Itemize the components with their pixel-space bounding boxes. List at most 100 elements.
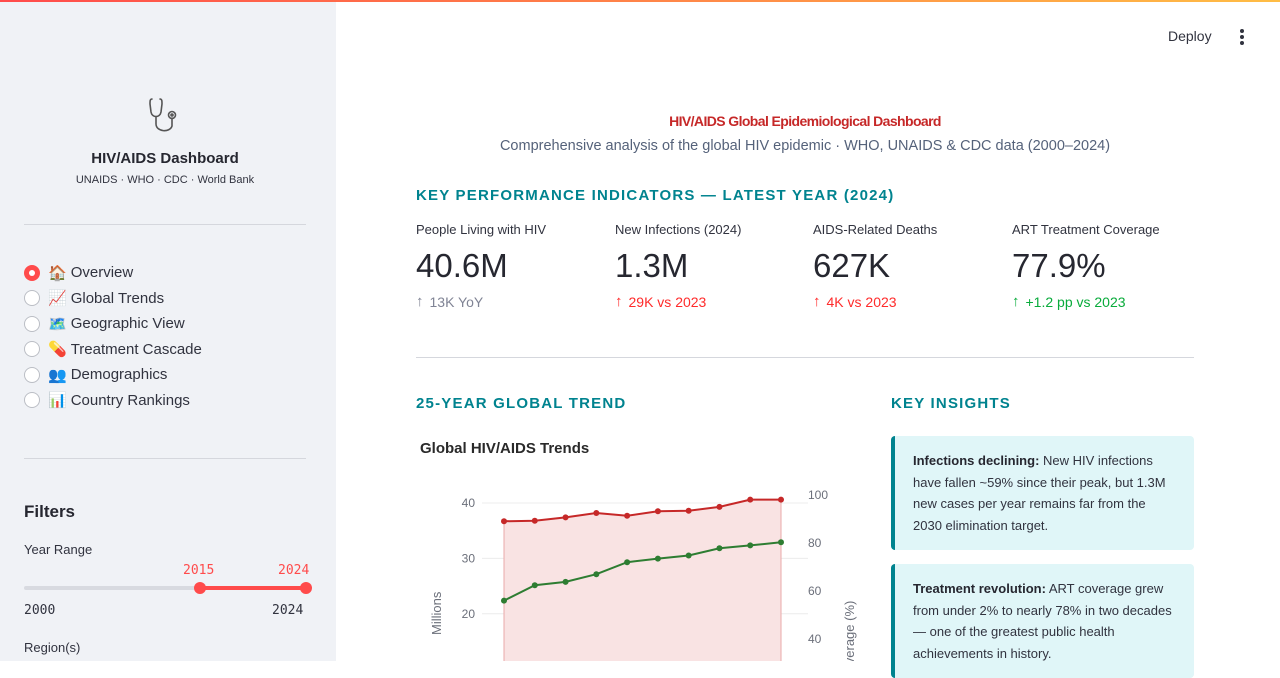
top-accent-bar	[0, 0, 1280, 2]
nav-item-label: Global Trends	[70, 289, 165, 307]
radio-icon[interactable]	[24, 315, 40, 332]
data-point	[624, 512, 631, 519]
insight-text: New HIV infections have fallen ~59% sinc…	[913, 453, 1166, 533]
arrow-up-icon: ↑	[813, 293, 821, 310]
kpi-label: AIDS-Related Deaths	[813, 222, 938, 237]
data-point	[654, 508, 661, 515]
kpi-delta: ↑ 29K vs 2023	[615, 293, 805, 310]
demographics-emoji-icon: 👥	[48, 366, 67, 384]
data-point	[654, 555, 661, 562]
kpi-value: 627K	[813, 247, 891, 284]
nav-item-treatment-cascade[interactable]: 💊 Treatment Cascade	[24, 337, 202, 363]
year-range-high-value: 2024	[278, 563, 310, 578]
year-range-low-handle[interactable]	[194, 582, 206, 594]
kpi-delta: ↑ 4K vs 2023	[813, 293, 1003, 310]
data-point	[747, 542, 754, 549]
global-trends-chart: 20 30 40 40 60 80 100 Millions ART Coverage (%)	[429, 488, 857, 661]
data-point	[716, 503, 723, 510]
year-range-slider-fill	[200, 586, 306, 590]
year-range-label: Year Range	[24, 542, 93, 557]
year-range-slider-track[interactable]	[24, 586, 306, 590]
treatment-cascade-emoji-icon: 💊	[48, 341, 67, 359]
data-point	[716, 545, 723, 552]
insight-text: ART coverage grew from under 2% to nearl…	[913, 581, 1172, 661]
kpi-delta: ↑ +1.2 pp vs 2023	[1012, 293, 1202, 310]
kpi-card: AIDS-Related Deaths 627K ↑ 4K vs 2023	[813, 222, 1003, 310]
y2-tick-label: 60	[808, 584, 822, 598]
y-tick-label: 30	[462, 551, 476, 565]
brand-title: HIV/AIDS Dashboard	[91, 150, 239, 167]
kpi-value: 1.3M	[615, 247, 689, 284]
sidebar: HIV/AIDS Dashboard UNAIDS · WHO · CDC · …	[0, 2, 336, 661]
insights-section-heading: KEY INSIGHTS	[891, 395, 1011, 412]
kpi-delta: ↑ 13K YoY	[416, 293, 606, 310]
data-point	[685, 552, 692, 559]
overview-emoji-icon: 🏠	[48, 264, 67, 282]
y2-tick-label: 40	[808, 632, 822, 646]
dashboard-subtitle: Comprehensive analysis of the global HIV…	[499, 138, 1111, 154]
section-divider	[416, 357, 1194, 358]
arrow-up-icon: ↑	[1012, 293, 1020, 310]
nav-item-global-trends[interactable]: 📈 Global Trends	[24, 286, 202, 312]
radio-icon[interactable]	[24, 264, 40, 281]
arrow-up-icon: ↑	[416, 293, 424, 310]
insight-title: Treatment revolution:	[913, 581, 1046, 596]
year-range-low-value: 2015	[183, 563, 215, 578]
year-range-high-handle[interactable]	[300, 582, 312, 594]
nav-item-label: Demographics	[70, 366, 168, 384]
arrow-up-icon: ↑	[615, 293, 623, 310]
data-point	[593, 509, 600, 516]
data-point	[778, 496, 784, 503]
chart-title: Global HIV/AIDS Trends	[420, 440, 590, 457]
data-point	[747, 496, 754, 503]
nav-item-geographic-view[interactable]: 🗺️ Geographic View	[24, 311, 202, 337]
nav-item-demographics[interactable]: 👥 Demographics	[24, 362, 202, 388]
filters-heading: Filters	[24, 502, 76, 521]
country-rankings-emoji-icon: 📊	[48, 392, 67, 410]
y-tick-label: 20	[462, 607, 476, 621]
data-point	[501, 597, 507, 604]
kpi-delta-text: +1.2 pp vs 2023	[1025, 293, 1126, 310]
main-menu-icon[interactable]	[1232, 26, 1252, 46]
y2-tick-label: 100	[808, 488, 828, 502]
deploy-button[interactable]: Deploy	[1168, 28, 1212, 44]
radio-icon[interactable]	[24, 290, 40, 307]
data-point	[778, 539, 784, 546]
nav-item-label: Overview	[70, 264, 134, 282]
page-navigation: 🏠 Overview 📈 Global Trends 🗺️ Geographic View…	[24, 260, 202, 413]
year-range-max-label: 2024	[272, 603, 304, 618]
data-point	[531, 517, 538, 524]
kpi-value: 40.6M	[416, 247, 508, 284]
data-point	[501, 518, 507, 525]
data-point	[562, 578, 569, 585]
nav-item-overview[interactable]: 🏠 Overview	[24, 260, 202, 286]
stethoscope-icon	[149, 98, 177, 132]
kpi-card: People Living with HIV 40.6M ↑ 13K YoY	[416, 222, 606, 310]
kpi-card: New Infections (2024) 1.3M ↑ 29K vs 2023	[615, 222, 805, 310]
insight-card: Infections declining: New HIV infections…	[891, 436, 1194, 550]
kpi-label: New Infections (2024)	[615, 222, 742, 237]
kpi-label: ART Treatment Coverage	[1012, 222, 1160, 237]
sidebar-divider	[24, 458, 306, 459]
nav-item-label: Geographic View	[70, 315, 185, 333]
nav-item-country-rankings[interactable]: 📊 Country Rankings	[24, 388, 202, 414]
y-tick-label: 40	[462, 496, 476, 510]
area-fill	[504, 499, 781, 661]
trend-section-heading: 25-YEAR GLOBAL TREND	[416, 395, 627, 412]
kpi-delta-text: 4K vs 2023	[826, 293, 897, 310]
data-point	[562, 514, 569, 521]
radio-icon[interactable]	[24, 366, 40, 383]
radio-icon[interactable]	[24, 392, 40, 409]
y-axis-title: Millions	[429, 591, 444, 635]
y2-axis-title: ART Coverage (%)	[842, 601, 857, 661]
radio-icon[interactable]	[24, 341, 40, 358]
kpi-delta-text: 29K vs 2023	[628, 293, 707, 310]
geographic-view-emoji-icon: 🗺️	[48, 315, 67, 333]
data-point	[531, 582, 538, 589]
dashboard-title: HIV/AIDS Global Epidemiological Dashboar…	[669, 113, 941, 129]
series-line-1	[503, 541, 782, 602]
sidebar-divider	[24, 224, 306, 225]
brand-subtitle: UNAIDS · WHO · CDC · World Bank	[75, 174, 255, 186]
kpi-delta-text: 13K YoY	[429, 293, 484, 310]
data-point	[593, 571, 600, 578]
